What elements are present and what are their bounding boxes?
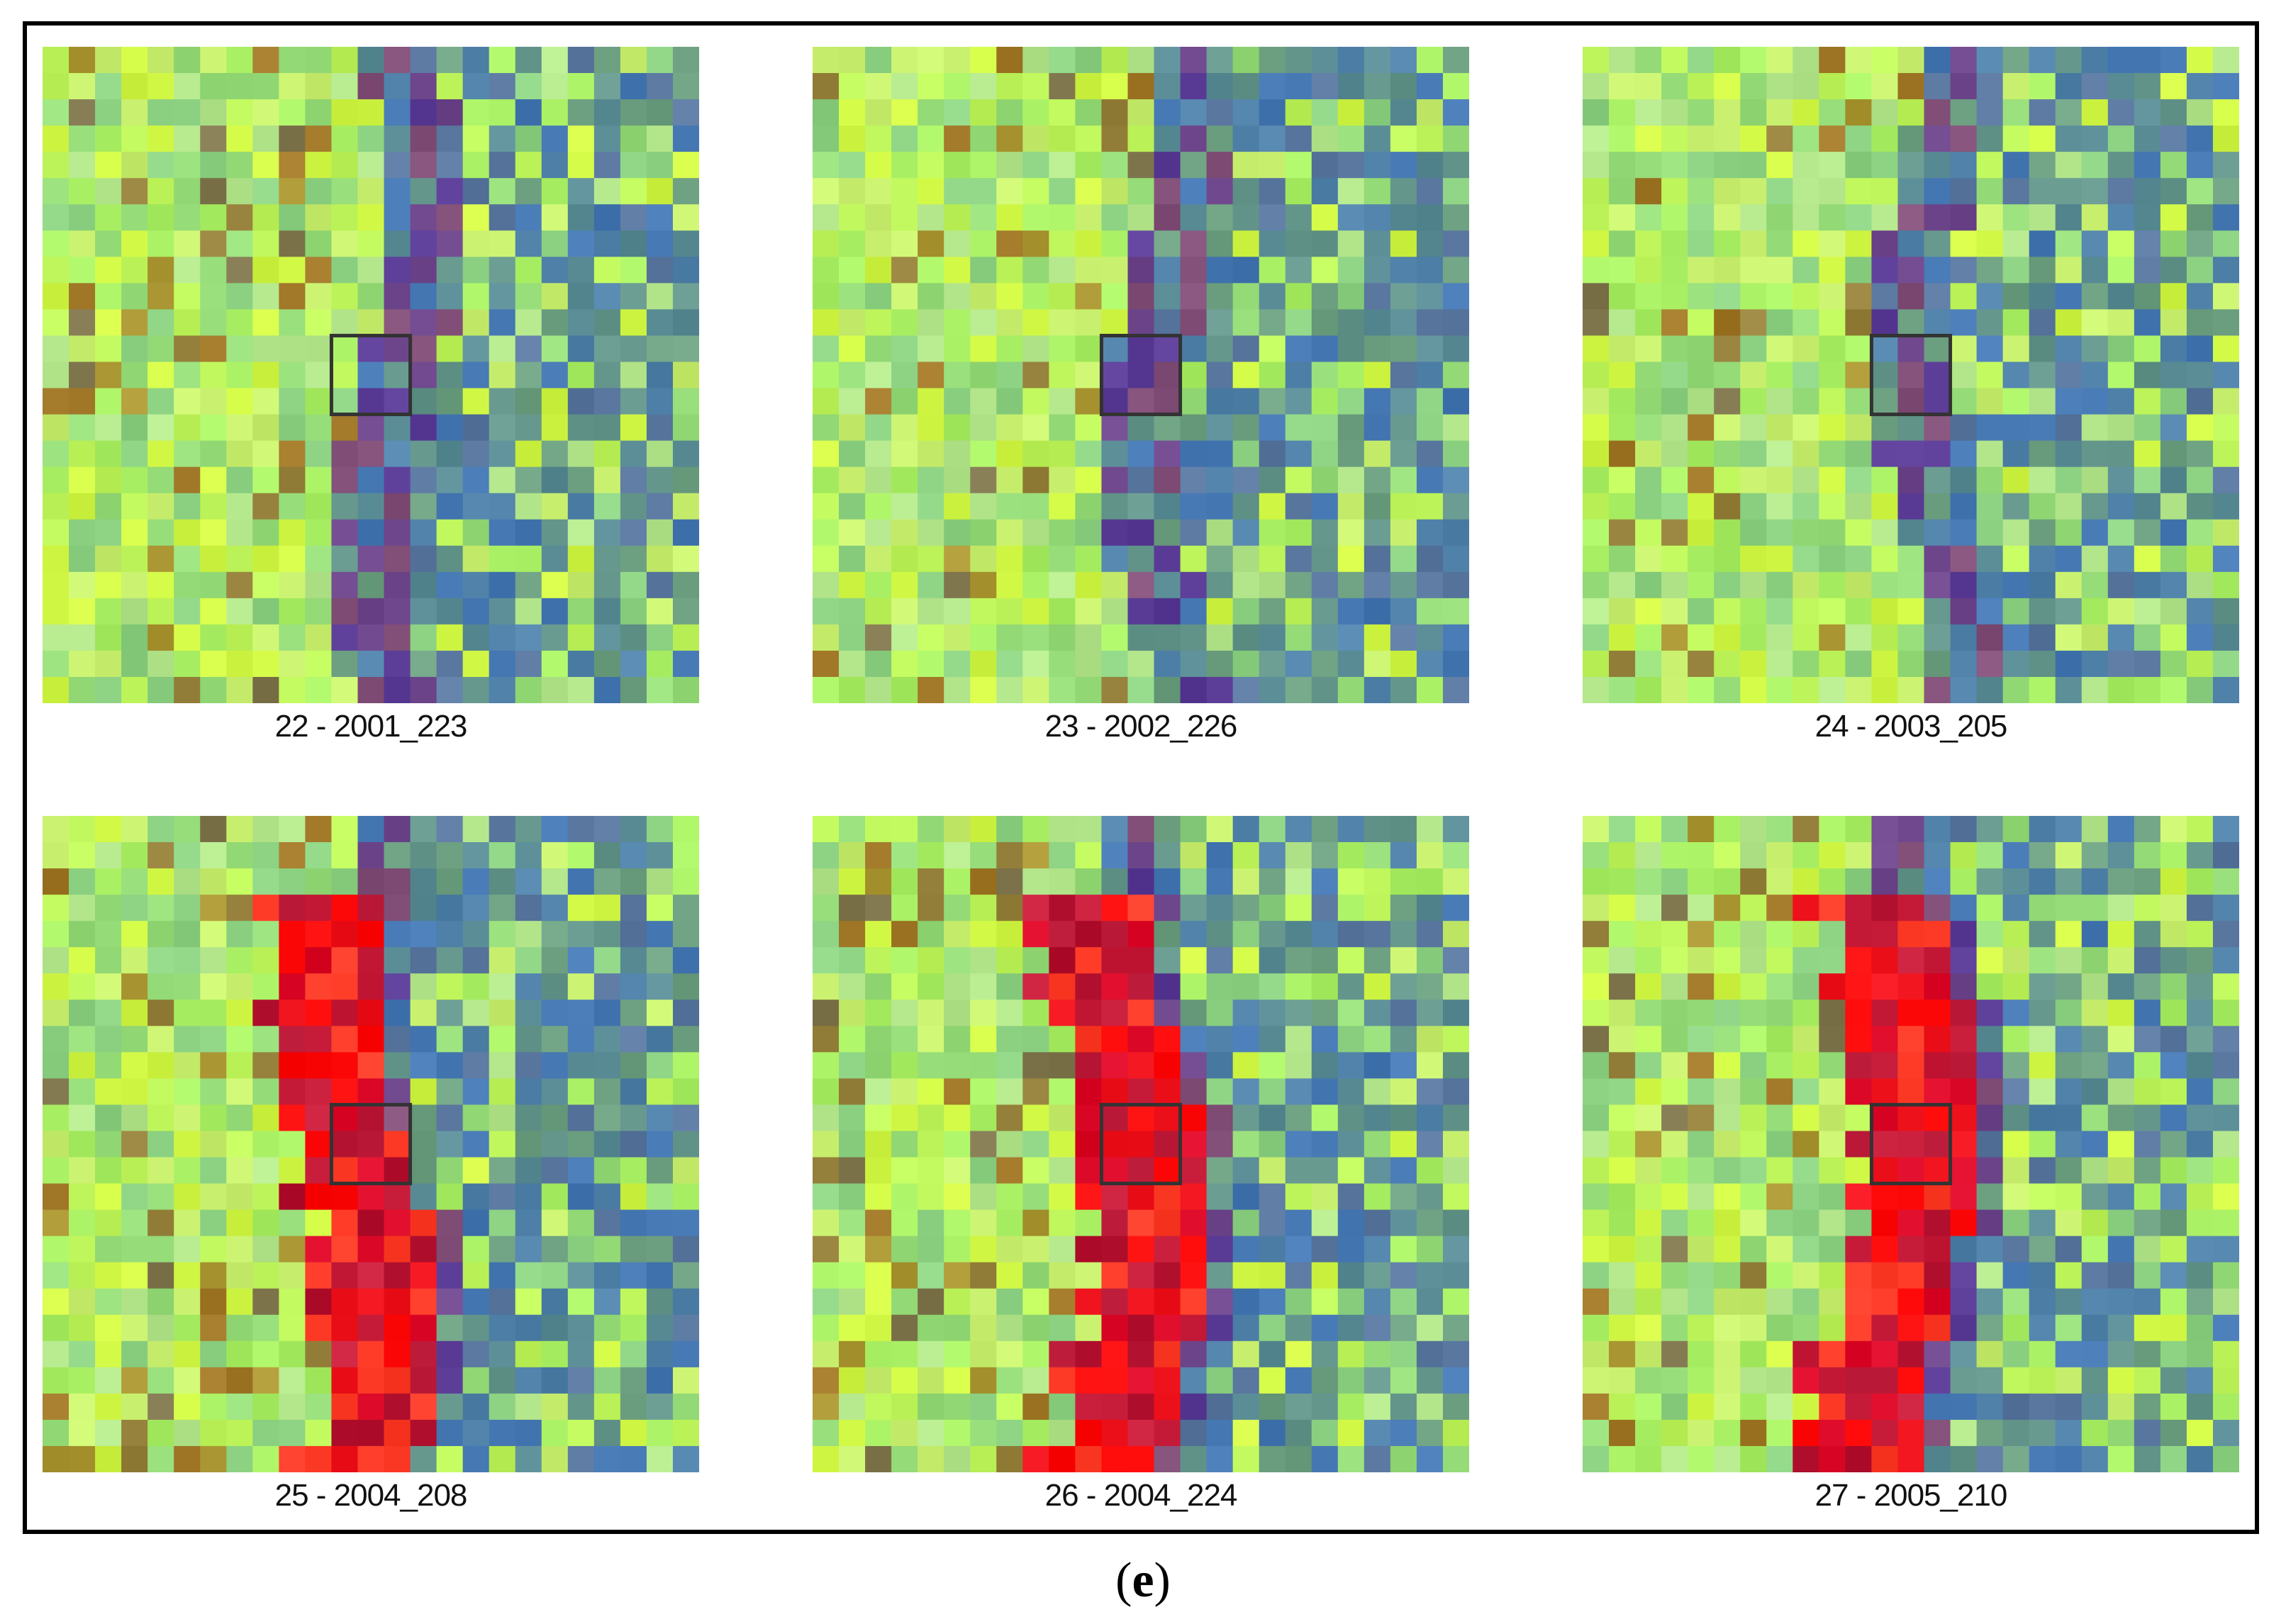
thumbnail-caption: 25 - 2004_208 (274, 1478, 468, 1513)
satellite-thumbnail-image (813, 47, 1469, 703)
target-pixel-box (1869, 1102, 1953, 1186)
thumbnail-panel[interactable] (1583, 47, 2239, 703)
target-pixel-box (1099, 333, 1183, 417)
satellite-thumbnail-image (1583, 47, 2239, 703)
thumbnail-panel[interactable] (43, 47, 699, 703)
thumbnail-caption: 24 - 2003_205 (1814, 709, 2008, 744)
thumbnail-panel[interactable] (813, 816, 1469, 1472)
thumbnail-panel[interactable] (43, 816, 699, 1472)
thumbnail-panel[interactable] (813, 47, 1469, 703)
satellite-thumbnail-image (1583, 816, 2239, 1472)
target-pixel-box (329, 333, 413, 417)
satellite-thumbnail-image (43, 47, 699, 703)
satellite-thumbnail-image (43, 816, 699, 1472)
figure-panel-label: (e) (1115, 1553, 1171, 1608)
panel-letter: e (1132, 1553, 1154, 1608)
thumbnail-caption: 26 - 2004_224 (1044, 1478, 1238, 1513)
target-pixel-box (329, 1102, 413, 1186)
thumbnail-caption: 22 - 2001_223 (274, 709, 468, 744)
thumbnail-caption: 27 - 2005_210 (1814, 1478, 2008, 1513)
satellite-thumbnail-image (813, 816, 1469, 1472)
target-pixel-box (1099, 1102, 1183, 1186)
thumbnail-panel[interactable] (1583, 816, 2239, 1472)
thumbnail-caption: 23 - 2002_226 (1044, 709, 1238, 744)
target-pixel-box (1869, 333, 1953, 417)
